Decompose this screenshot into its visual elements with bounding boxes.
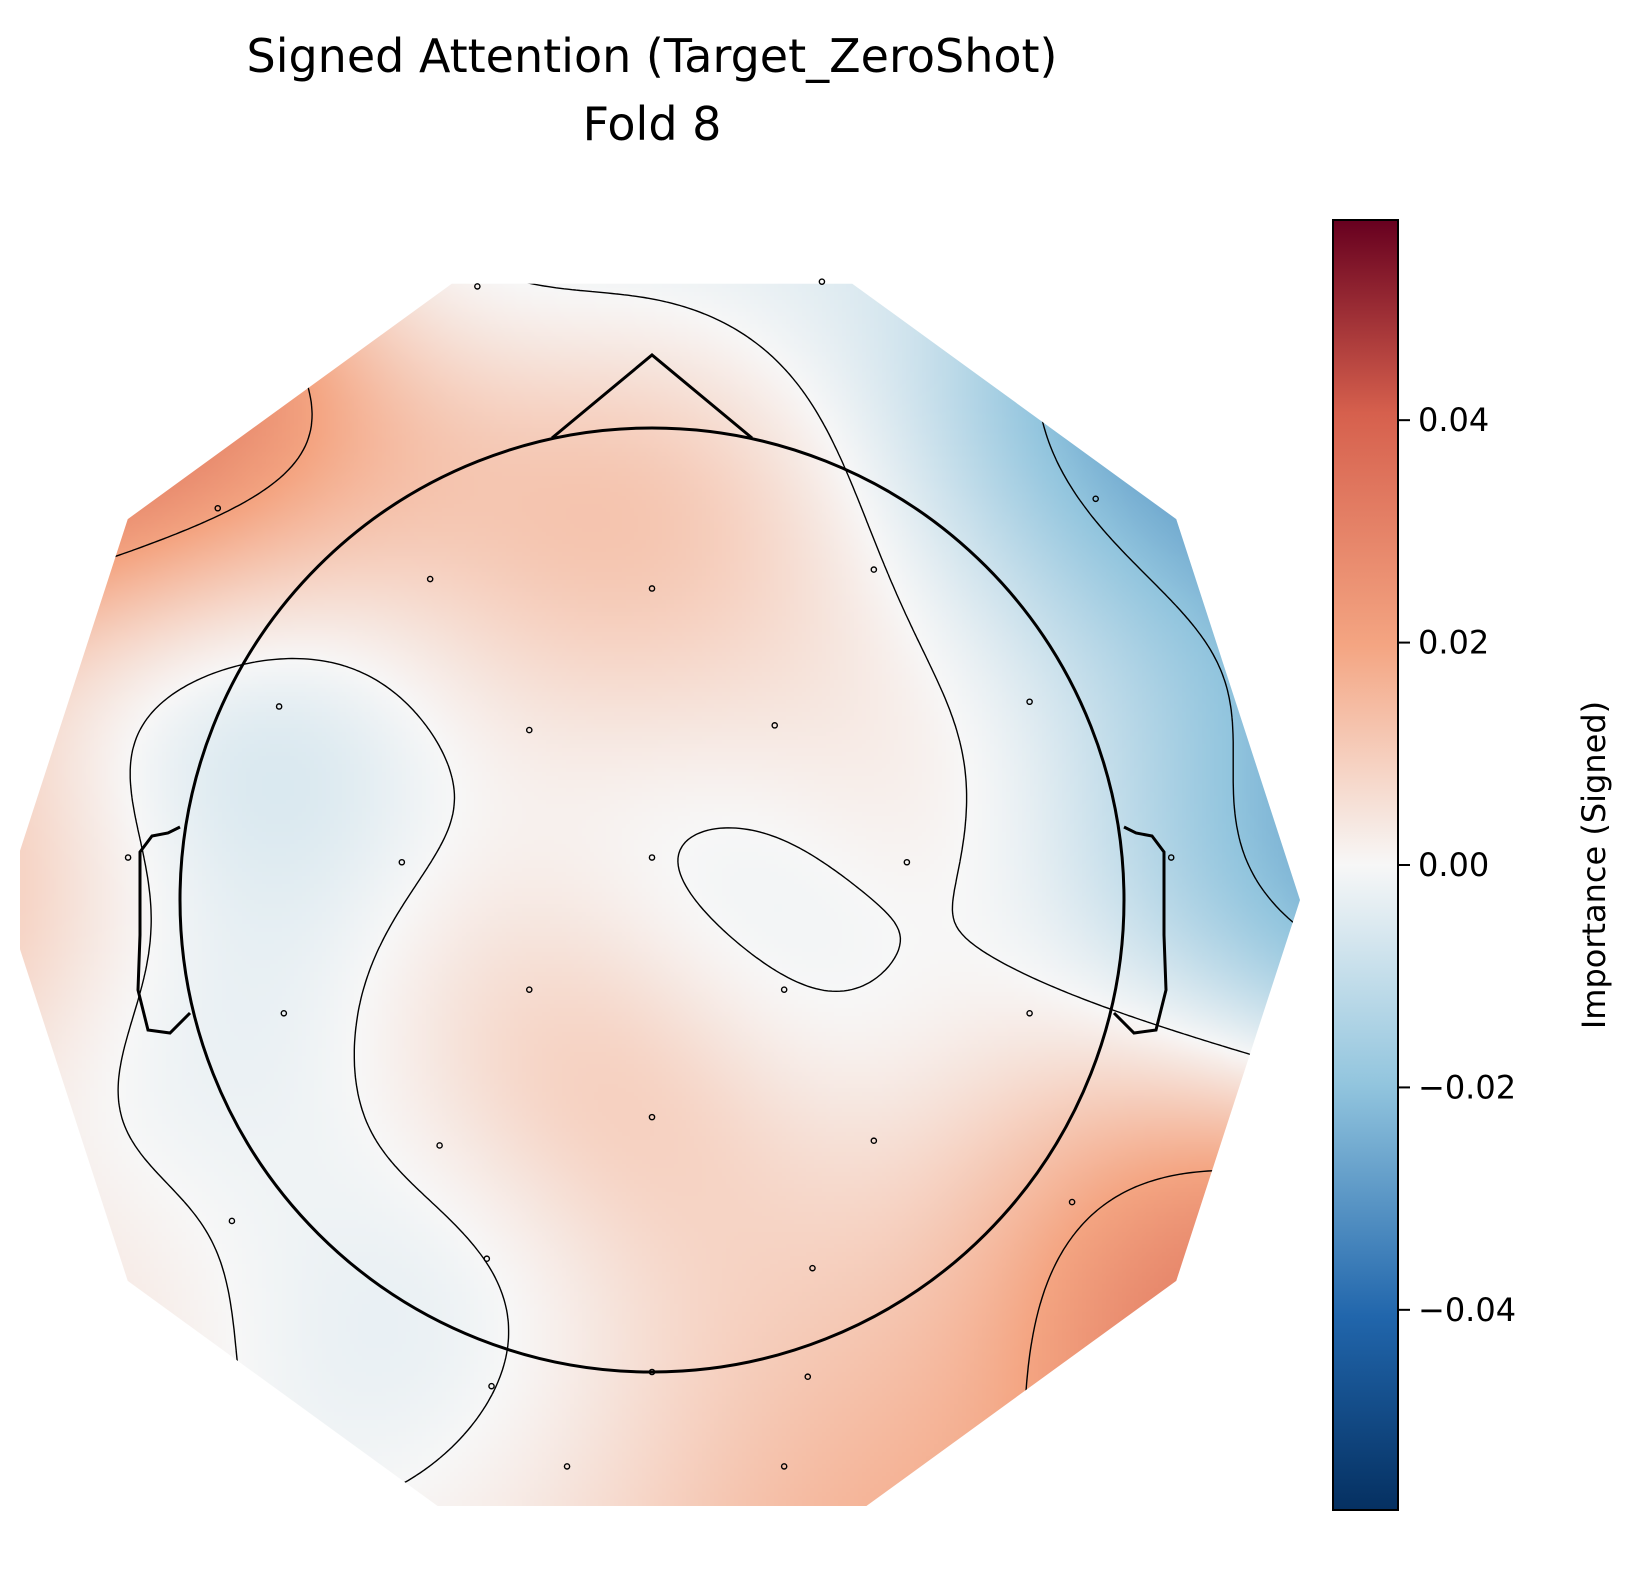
colorbar-tick-label: 0.04	[1418, 401, 1489, 439]
chart-title: Signed Attention (Target_ZeroShot)	[247, 29, 1058, 83]
colorbar-tick-label: 0.00	[1418, 846, 1489, 884]
colorbar-gradient	[1332, 219, 1399, 1511]
sensor-marker	[771, 722, 779, 729]
sensor-marker	[870, 566, 878, 573]
colorbar: 0.04 0.02 0.00 −0.02 −0.04 Importance (Signe…	[1332, 219, 1613, 1511]
sensor-marker	[214, 504, 222, 512]
head-circle	[178, 426, 1126, 1374]
colorbar-tick-label: −0.02	[1418, 1068, 1516, 1106]
sensor-marker	[648, 854, 656, 861]
sensor-marker	[275, 703, 283, 710]
sensor-marker	[648, 1113, 656, 1121]
colorbar-label: Importance (Signed)	[1575, 701, 1613, 1029]
sensor-marker	[648, 1368, 656, 1376]
sensor-marker	[1092, 495, 1099, 503]
right-ear-outline	[1112, 825, 1168, 1035]
sensor-marker	[780, 1463, 788, 1470]
left-ear-outline	[136, 825, 192, 1035]
sensor-marker	[1026, 1009, 1033, 1017]
sensor-marker	[809, 1264, 816, 1272]
sensor-marker	[818, 278, 826, 285]
sensor-marker	[804, 1373, 812, 1381]
colorbar-tick-label: −0.04	[1418, 1291, 1516, 1329]
head-outline	[136, 353, 1168, 1374]
sensor-marker	[228, 1217, 236, 1225]
sensor-marker	[1026, 698, 1033, 706]
sensor-marker	[426, 575, 434, 583]
sensor-marker	[483, 1255, 491, 1263]
sensor-marker	[903, 858, 911, 866]
sensor-marker	[124, 854, 132, 861]
sensor-marker	[648, 585, 656, 592]
chart-subtitle: Fold 8	[583, 97, 722, 151]
colorbar-ticks: 0.04 0.02 0.00 −0.02 −0.04	[1398, 401, 1516, 1329]
topomap-plot	[19, 278, 1300, 1506]
sensor-marker	[1167, 854, 1175, 861]
heatmap-field-image	[20, 283, 1300, 1506]
sensor-marker	[780, 986, 788, 993]
sensor-marker	[1068, 1198, 1076, 1206]
sensor-markers	[124, 278, 1175, 1470]
nose-outline	[551, 353, 753, 440]
sensor-marker	[525, 986, 533, 993]
sensor-marker	[488, 1382, 495, 1390]
contour-line	[19, 290, 69, 394]
map-field	[20, 283, 1300, 1506]
sensor-marker	[474, 283, 481, 290]
sensor-marker	[563, 1463, 571, 1470]
sensor-marker	[280, 1009, 288, 1017]
contour-line	[117, 283, 1300, 1503]
sensor-marker	[525, 726, 533, 734]
sensor-marker	[436, 1142, 443, 1149]
colorbar-tick-label: 0.02	[1418, 624, 1489, 662]
sensor-marker	[398, 858, 406, 866]
sensor-marker	[870, 1137, 878, 1145]
